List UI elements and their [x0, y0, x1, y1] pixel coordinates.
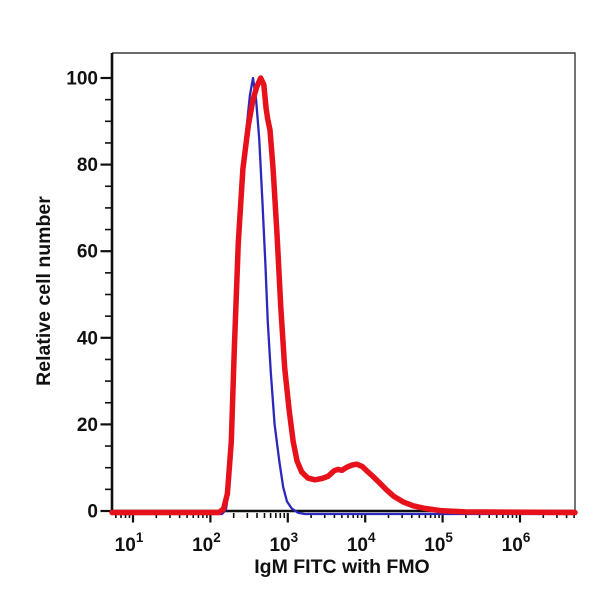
x-tick-label: 102	[192, 530, 221, 556]
y-tick-label: 0	[87, 502, 98, 523]
y-tick-label: 80	[77, 155, 98, 176]
y-tick-label: 100	[66, 69, 98, 90]
x-axis-title: IgM FITC with FMO	[254, 556, 429, 578]
axis-tick-labels: 101 102 103 104 105 106 0 20 40 60 80 100	[66, 69, 531, 557]
y-tick-label: 60	[77, 242, 98, 263]
axis-ticks	[100, 76, 575, 523]
plot-frame	[112, 52, 576, 511]
fmo-control-curve	[110, 76, 577, 516]
histogram-curves	[109, 75, 578, 516]
plot-frame-border	[112, 52, 576, 511]
x-tick-label: 106	[502, 530, 531, 556]
y-axis-title: Relative cell number	[33, 196, 55, 386]
x-tick-label: 103	[269, 530, 298, 556]
x-tick-label: 101	[115, 530, 144, 556]
y-tick-label: 40	[77, 328, 98, 349]
axis-lines	[110, 53, 575, 513]
igm-fitc-curve	[109, 75, 578, 516]
x-tick-label: 105	[424, 530, 453, 556]
x-tick-label: 104	[347, 530, 376, 556]
y-tick-label: 20	[77, 415, 98, 436]
